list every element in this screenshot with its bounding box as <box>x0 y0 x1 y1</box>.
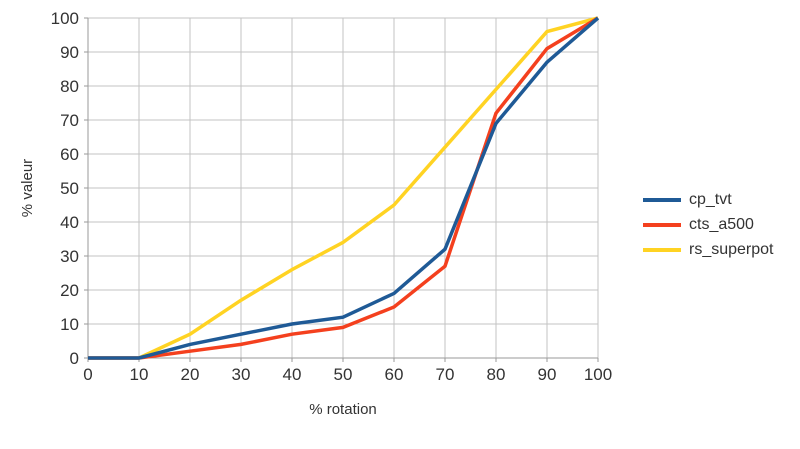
y-tick-label: 90 <box>60 43 79 62</box>
grid-layer <box>87 17 599 359</box>
y-axis-title: % valeur <box>19 159 36 217</box>
y-tick-label: 40 <box>60 213 79 232</box>
legend-label: rs_superpot <box>689 240 774 258</box>
tick-label-layer: 0 10 20 30 40 50 60 70 80 90 100 0 10 20 30 40 50 60 70 80 9… <box>51 9 613 384</box>
legend-label: cp_tvt <box>689 190 732 208</box>
series-line-rs_superpot <box>88 16 599 360</box>
x-tick-label: 100 <box>584 365 612 384</box>
x-tick-label: 80 <box>487 365 506 384</box>
legend-item-cp_tvt: cp_tvt <box>643 187 774 212</box>
series-line-cts_a500 <box>88 16 599 360</box>
x-tick-label: 20 <box>181 365 200 384</box>
legend-item-rs_superpot: rs_superpot <box>643 237 774 262</box>
x-tick-label: 90 <box>538 365 557 384</box>
y-tick-label: 20 <box>60 281 79 300</box>
y-tick-label: 60 <box>60 145 79 164</box>
x-tick-label: 60 <box>385 365 404 384</box>
y-tick-label: 0 <box>70 349 79 368</box>
series-line-cp_tvt <box>88 16 600 360</box>
legend-swatch-cp_tvt <box>643 197 681 202</box>
y-tick-label: 100 <box>51 9 79 28</box>
y-tick-label: 70 <box>60 111 79 130</box>
x-axis-title: % rotation <box>309 401 377 418</box>
y-tick-label: 10 <box>60 315 79 334</box>
series-layer <box>88 16 600 360</box>
x-tick-label: 50 <box>334 365 353 384</box>
chart-legend: cp_tvt cts_a500 rs_superpot <box>643 187 774 262</box>
y-tick-label: 50 <box>60 179 79 198</box>
x-tick-label: 10 <box>130 365 149 384</box>
y-tick-label: 80 <box>60 77 79 96</box>
legend-swatch-rs_superpot <box>643 247 681 252</box>
y-tick-label: 30 <box>60 247 79 266</box>
x-tick-label: 30 <box>232 365 251 384</box>
x-tick-label: 40 <box>283 365 302 384</box>
legend-item-cts_a500: cts_a500 <box>643 212 774 237</box>
x-tick-label: 0 <box>83 365 92 384</box>
x-tick-label: 70 <box>436 365 455 384</box>
legend-label: cts_a500 <box>689 215 754 233</box>
legend-swatch-cts_a500 <box>643 222 681 227</box>
axis-layer <box>84 17 599 362</box>
